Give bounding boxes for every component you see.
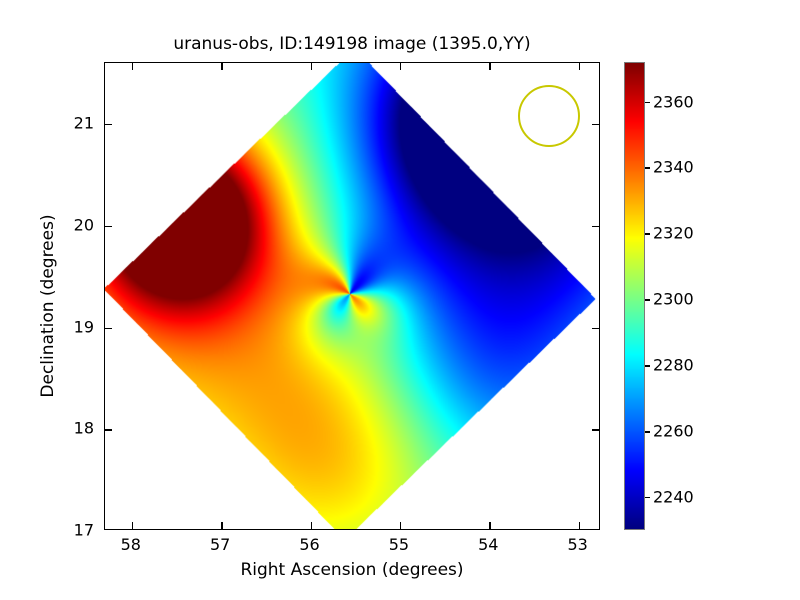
y-tick-mark-right xyxy=(592,225,599,228)
colorbar-tick-mark xyxy=(645,101,650,103)
colorbar-tick-label: 2300 xyxy=(653,289,694,309)
colorbar-tick-mark xyxy=(645,167,650,169)
x-axis-label: Right Ascension (degrees) xyxy=(240,560,464,580)
x-tick-mark-top xyxy=(578,63,581,70)
x-tick-mark xyxy=(399,522,402,529)
x-tick-label: 56 xyxy=(299,535,320,554)
x-tick-mark xyxy=(578,522,581,529)
x-tick-mark xyxy=(489,522,491,529)
x-tick-label: 54 xyxy=(478,535,499,554)
y-tick-label: 18 xyxy=(73,418,94,438)
y-tick-label: 21 xyxy=(73,113,94,133)
y-tick-label: 19 xyxy=(73,317,94,337)
colorbar-tick-label: 2260 xyxy=(653,421,694,441)
y-tick-mark-right xyxy=(592,429,599,431)
colorbar-tick-label: 2320 xyxy=(653,223,694,243)
y-tick-mark xyxy=(105,124,112,126)
colorbar-tick-mark xyxy=(645,497,650,499)
y-axis-label: Declination (degrees) xyxy=(38,214,58,398)
colorbar-tick-mark xyxy=(645,233,650,235)
colorbar-tick-mark xyxy=(645,365,650,367)
beam-circle-annotation xyxy=(518,85,580,147)
y-tick-mark xyxy=(105,327,112,329)
sky-image-heatmap[interactable] xyxy=(105,63,599,529)
colorbar-tick-label: 2280 xyxy=(653,355,694,375)
y-tick-label: 20 xyxy=(73,215,94,235)
x-tick-mark-top xyxy=(399,63,402,70)
x-tick-label: 58 xyxy=(120,535,141,554)
x-tick-mark xyxy=(221,522,223,529)
colorbar-tick-label: 2360 xyxy=(653,92,694,112)
x-tick-mark-top xyxy=(310,63,312,70)
colorbar-tick-label: 2240 xyxy=(653,487,694,507)
x-tick-mark xyxy=(131,522,134,529)
page-title: uranus-obs, ID:149198 image (1395.0,YY) xyxy=(173,34,531,54)
colorbar-tick-mark xyxy=(645,431,650,433)
y-tick-label: 17 xyxy=(73,520,94,540)
x-tick-label: 57 xyxy=(209,535,231,554)
x-tick-label: 53 xyxy=(567,535,588,554)
colorbar-tick-label: 2340 xyxy=(653,157,694,177)
x-tick-mark-top xyxy=(489,63,491,70)
x-tick-mark-top xyxy=(221,63,223,70)
y-tick-mark xyxy=(105,225,112,228)
x-tick-mark xyxy=(310,522,312,529)
colorbar[interactable] xyxy=(624,62,645,530)
x-tick-label: 55 xyxy=(388,535,410,554)
y-tick-mark xyxy=(105,429,112,431)
image-axes[interactable] xyxy=(104,62,600,530)
colorbar-tick-mark xyxy=(645,299,650,301)
y-tick-mark-right xyxy=(592,327,599,329)
x-tick-mark-top xyxy=(131,63,134,70)
y-tick-mark-right xyxy=(592,124,599,126)
colorbar-gradient xyxy=(625,63,644,529)
